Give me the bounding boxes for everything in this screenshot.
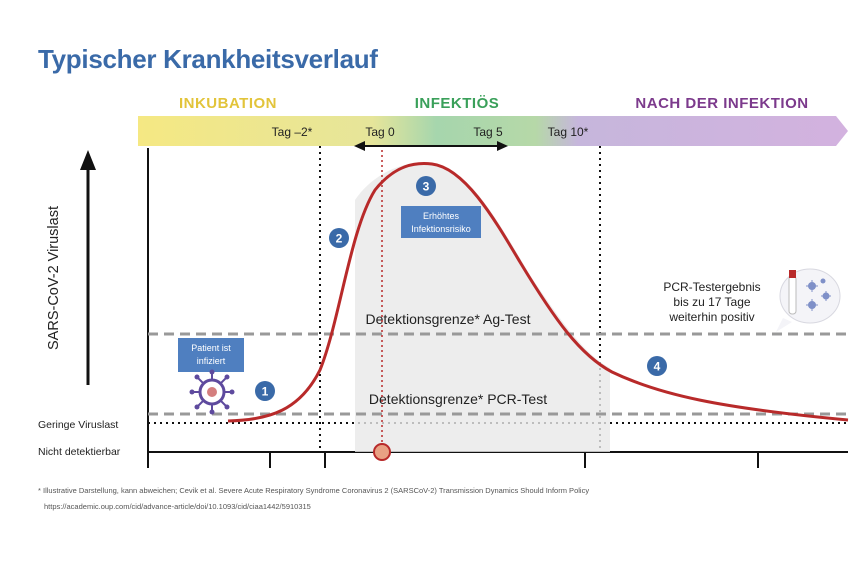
pcr-note-line2: bis zu 17 Tage	[673, 295, 750, 309]
pcr-note-line1: PCR-Testergebnis	[663, 280, 760, 294]
phase-after-infection: NACH DER INFEKTION	[635, 95, 808, 112]
ag-test-threshold-label: Detektionsgrenze* Ag-Test	[366, 311, 531, 327]
x-axis-ticks	[269, 452, 759, 468]
virus-icon	[189, 369, 235, 415]
not-detectable-label: Nicht detektierbar	[38, 446, 121, 458]
svg-text:Infektionsrisiko: Infektionsrisiko	[411, 224, 471, 234]
svg-text:Patient ist: Patient ist	[191, 343, 231, 353]
svg-text:infiziert: infiziert	[197, 356, 226, 366]
timeline-tag-5: Tag 5	[473, 125, 503, 139]
pcr-note-line3: weiterhin positiv	[668, 310, 754, 324]
svg-text:2: 2	[336, 232, 343, 246]
svg-text:1: 1	[262, 385, 269, 399]
marker-2: 2	[329, 228, 349, 248]
pcr-test-threshold-label: Detektionsgrenze* PCR-Test	[369, 391, 547, 407]
svg-text:3: 3	[423, 180, 430, 194]
page-title: Typischer Krankheitsverlauf	[38, 44, 378, 74]
phase-incubation: INKUBATION	[179, 95, 277, 112]
viral-load-curve	[227, 162, 849, 423]
viral-load-area	[355, 162, 610, 452]
svg-text:4: 4	[654, 360, 661, 374]
marker-4: 4	[647, 356, 667, 376]
patient-infected-box: Patient ist infiziert	[178, 338, 244, 372]
low-viral-load-label: Geringe Viruslast	[38, 419, 118, 431]
svg-text:Erhöhtes: Erhöhtes	[423, 211, 460, 221]
marker-1: 1	[255, 381, 275, 401]
timeline-tag-10: Tag 10*	[548, 125, 589, 139]
timeline-tag-0: Tag 0	[365, 125, 395, 139]
footnote-link[interactable]: https://academic.oup.com/cid/advance-art…	[44, 502, 311, 511]
timeline-tag-minus2: Tag –2*	[272, 125, 313, 139]
phase-infectious: INFEKTIÖS	[415, 95, 500, 112]
footnote-text: * Illustrative Darstellung, kann abweich…	[38, 486, 590, 495]
pcr-test-icon	[776, 268, 841, 332]
timeline-bar	[138, 116, 848, 146]
infection-point	[373, 443, 391, 461]
marker-3: 3	[416, 176, 436, 196]
y-axis-label: SARS-CoV-2 Viruslast	[46, 206, 62, 350]
increased-risk-box: Erhöhtes Infektionsrisiko	[401, 206, 481, 238]
infectious-range-arrow	[354, 141, 508, 151]
